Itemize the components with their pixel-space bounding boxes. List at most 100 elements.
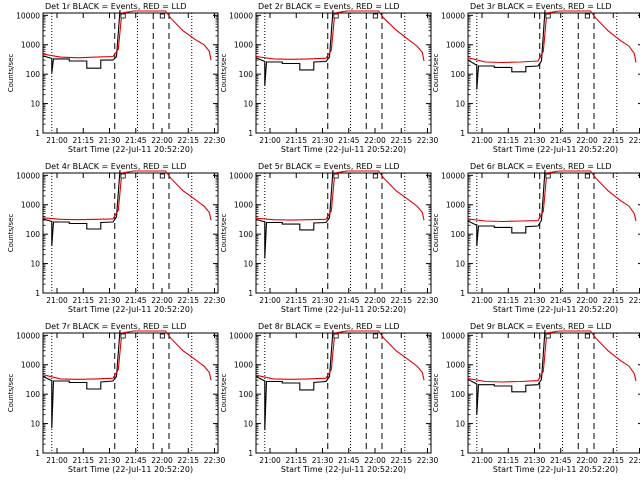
x-tick-label: 22:30	[204, 296, 226, 305]
y-tick-label: 10	[455, 420, 465, 429]
x-tick-label: 21:45	[125, 296, 147, 305]
plot-frame	[42, 12, 219, 134]
y-tick-label: 100	[239, 70, 254, 79]
chart-title: Det 4r BLACK = Events, RED = LLD	[45, 162, 187, 171]
x-tick-label: 22:15	[177, 456, 199, 465]
x-tick-label: 22:15	[390, 136, 412, 145]
y-tick-label: 10	[30, 100, 40, 109]
chart-title: Det 8r BLACK = Events, RED = LLD	[258, 322, 400, 331]
chart-panel-4: Det 4r BLACK = Events, RED = LLD 1 10 100 10…	[7, 162, 226, 314]
chart-panel-5: Det 5r BLACK = Events, RED = LLD 1 10 100 10…	[220, 162, 439, 314]
x-axis-label: Start Time (22-Jul-11 20:52:20)	[281, 305, 406, 314]
series-line-events	[468, 10, 546, 90]
y-tick-label: 10000	[441, 11, 465, 20]
x-tick-label: 21:30	[99, 456, 121, 465]
y-axis-label: Counts/sec	[432, 54, 440, 93]
state-marker-box	[159, 13, 166, 19]
y-tick-label: 10000	[16, 331, 40, 340]
y-tick-label: 10	[455, 100, 465, 109]
state-marker-box	[372, 333, 379, 339]
y-tick-label: 1	[35, 289, 40, 298]
y-tick-label: 100	[26, 70, 41, 79]
plot-frame	[42, 332, 219, 454]
y-tick-label: 1	[460, 289, 465, 298]
x-tick-label: 22:30	[629, 136, 640, 145]
series-line-lld	[256, 170, 425, 221]
series-group	[256, 10, 425, 86]
x-tick-label: 21:45	[125, 136, 147, 145]
x-tick-label: 22:00	[576, 296, 598, 305]
state-marker-box	[120, 333, 126, 339]
series-line-lld	[43, 170, 212, 221]
x-tick-label: 22:30	[204, 136, 226, 145]
y-tick-label: 10	[455, 260, 465, 269]
series-group	[256, 330, 425, 431]
y-tick-label: 100	[26, 390, 41, 399]
x-tick-label: 21:30	[99, 136, 121, 145]
x-tick-label: 22:30	[417, 296, 439, 305]
state-marker-box	[545, 333, 551, 339]
y-tick-label: 1000	[21, 201, 40, 210]
x-tick-label: 22:00	[364, 296, 386, 305]
state-marker-box	[545, 173, 551, 179]
state-marker-box	[333, 333, 339, 339]
y-tick-label: 1000	[234, 361, 253, 370]
series-line-events	[468, 330, 546, 415]
x-tick-label: 21:30	[524, 296, 546, 305]
x-tick-label: 21:45	[550, 456, 572, 465]
x-tick-label: 21:30	[312, 456, 334, 465]
y-tick-label: 10	[243, 100, 253, 109]
y-tick-label: 100	[239, 390, 254, 399]
x-tick-label: 22:30	[417, 136, 439, 145]
state-marker-box	[333, 13, 339, 19]
series-line-events	[43, 10, 121, 73]
x-tick-label: 22:15	[390, 296, 412, 305]
series-line-events	[256, 330, 334, 431]
x-tick-label: 21:30	[524, 136, 546, 145]
y-tick-label: 1	[35, 129, 40, 138]
plot-frame	[255, 172, 432, 294]
y-tick-label: 10000	[16, 171, 40, 180]
y-tick-label: 1000	[446, 201, 465, 210]
plot-frame	[467, 332, 640, 454]
y-tick-label: 1000	[21, 41, 40, 50]
x-tick-label: 21:15	[285, 296, 307, 305]
series-group	[43, 330, 212, 429]
x-tick-label: 22:30	[629, 456, 640, 465]
y-tick-label: 10	[30, 420, 40, 429]
x-tick-label: 21:30	[524, 456, 546, 465]
x-tick-label: 22:30	[204, 456, 226, 465]
y-tick-label: 1000	[234, 201, 253, 210]
series-group	[468, 330, 637, 415]
series-line-lld	[256, 10, 425, 62]
series-line-events	[256, 10, 334, 86]
plot-frame	[42, 172, 219, 294]
chart-panel-6: Det 6r BLACK = Events, RED = LLD 1 10 100 10…	[432, 162, 640, 314]
x-axis-label: Start Time (22-Jul-11 20:52:20)	[68, 465, 193, 474]
x-tick-label: 22:15	[177, 296, 199, 305]
chart-title: Det 6r BLACK = Events, RED = LLD	[470, 162, 612, 171]
y-tick-label: 10000	[229, 11, 253, 20]
state-marker-box	[120, 13, 126, 19]
y-tick-label: 10	[243, 420, 253, 429]
y-tick-label: 1	[248, 449, 253, 458]
x-tick-label: 22:00	[364, 136, 386, 145]
y-axis-label: Counts/sec	[7, 374, 15, 413]
y-tick-label: 10000	[441, 331, 465, 340]
x-tick-label: 21:00	[259, 136, 281, 145]
x-tick-label: 21:15	[497, 456, 519, 465]
x-tick-label: 22:30	[629, 296, 640, 305]
x-axis-label: Start Time (22-Jul-11 20:52:20)	[68, 145, 193, 154]
chart-panel-8: Det 8r BLACK = Events, RED = LLD 1 10 100 10…	[220, 322, 439, 474]
y-tick-label: 10000	[441, 171, 465, 180]
y-axis-label: Counts/sec	[432, 214, 440, 253]
y-tick-label: 1000	[446, 361, 465, 370]
x-tick-label: 21:45	[125, 456, 147, 465]
y-axis-label: Counts/sec	[7, 54, 15, 93]
series-group	[468, 170, 637, 246]
y-tick-label: 1000	[21, 361, 40, 370]
y-axis-label: Counts/sec	[220, 374, 228, 413]
series-group	[468, 10, 637, 90]
y-tick-label: 1	[248, 289, 253, 298]
